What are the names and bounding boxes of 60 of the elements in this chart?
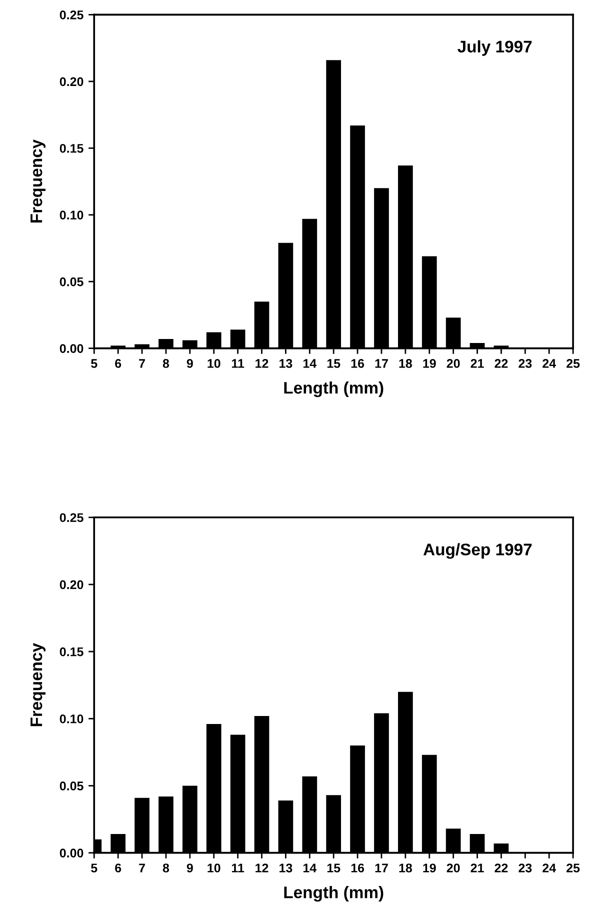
- y-axis-title: Frequency: [30, 139, 46, 223]
- x-tick-label: 21: [470, 864, 484, 872]
- x-tick-label: 12: [256, 864, 268, 872]
- x-tick-label: 8: [162, 864, 170, 872]
- x-tick-label: 24: [542, 359, 556, 368]
- x-tick-label: 6: [115, 359, 122, 368]
- y-tick-label: 0.15: [60, 647, 84, 656]
- x-tick-label: 18: [399, 864, 412, 872]
- x-tick-label: 13: [280, 864, 292, 872]
- x-tick-label: 23: [518, 359, 532, 368]
- y-tick-label: 0.15: [60, 144, 84, 153]
- y-axis-title: Frequency: [30, 643, 46, 726]
- x-tick-label: 14: [303, 864, 317, 872]
- x-tick-label: 5: [91, 359, 98, 368]
- x-tick-label: 22: [494, 359, 508, 368]
- x-tick-label: 15: [327, 359, 340, 368]
- x-tick-label: 18: [399, 359, 412, 368]
- x-tick-label: 9: [186, 359, 193, 368]
- y-tick-label: 0.10: [60, 210, 84, 220]
- y-tick-label: 0.20: [60, 580, 84, 590]
- x-tick-label: 10: [208, 359, 220, 368]
- annotation: July 1997: [458, 40, 532, 56]
- x-tick-label: 22: [494, 864, 508, 872]
- y-tick-label: 0.20: [60, 77, 84, 86]
- annotation: Aug/Sep 1997: [423, 543, 532, 559]
- x-axis-title: Length (mm): [284, 381, 384, 398]
- x-tick-label: 20: [446, 359, 460, 368]
- x-tick-label: 14: [303, 359, 317, 368]
- x-tick-label: 12: [256, 359, 268, 368]
- x-tick-label: 6: [115, 864, 122, 872]
- x-tick-label: 17: [375, 864, 388, 872]
- x-tick-label: 8: [162, 359, 170, 368]
- y-tick-label: 0.25: [60, 513, 84, 522]
- y-tick-label: 0.05: [60, 782, 84, 790]
- x-tick-label: 16: [351, 864, 364, 872]
- x-tick-label: 7: [139, 864, 145, 872]
- y-tick-label: 0.00: [60, 344, 84, 353]
- x-tick-label: 23: [518, 864, 532, 872]
- x-tick-label: 20: [446, 864, 460, 872]
- x-tick-label: 5: [91, 864, 98, 872]
- y-tick-label: 0.10: [60, 714, 84, 724]
- x-tick-label: 19: [423, 864, 436, 872]
- x-tick-label: 11: [232, 864, 244, 872]
- y-tick-label: 0.00: [60, 848, 84, 858]
- x-tick-label: 13: [280, 359, 292, 368]
- y-tick-label: 0.25: [60, 10, 84, 20]
- x-tick-label: 25: [566, 359, 580, 368]
- x-tick-label: 21: [470, 359, 484, 368]
- x-axis-title: Length (mm): [284, 886, 384, 902]
- x-tick-label: 25: [566, 864, 580, 872]
- x-tick-label: 11: [232, 359, 244, 368]
- y-tick-label: 0.05: [60, 277, 84, 286]
- x-tick-label: 17: [375, 359, 388, 368]
- x-tick-label: 24: [542, 864, 556, 872]
- x-tick-label: 9: [186, 864, 193, 872]
- x-tick-label: 19: [423, 359, 436, 368]
- x-tick-label: 16: [351, 359, 364, 368]
- x-tick-label: 15: [327, 864, 340, 872]
- x-tick-label: 7: [139, 359, 145, 368]
- x-tick-label: 10: [208, 864, 220, 872]
